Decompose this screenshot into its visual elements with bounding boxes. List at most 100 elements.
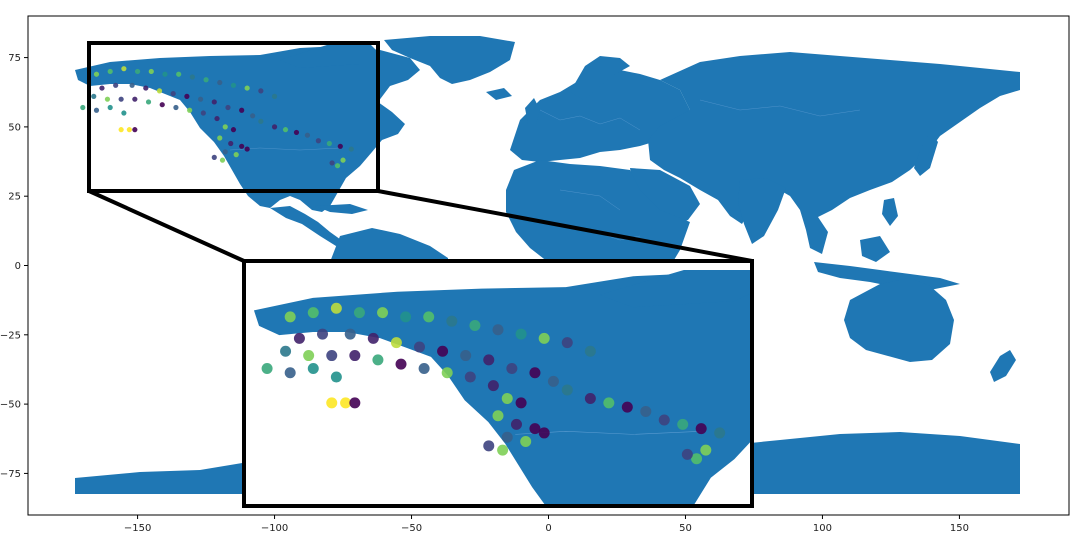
data-point	[230, 82, 237, 88]
data-point	[217, 79, 223, 86]
data-point	[271, 93, 278, 99]
x-tick-label: −100	[261, 523, 288, 534]
x-tick-label: 0	[545, 523, 551, 534]
inset-data-point	[681, 448, 693, 460]
data-point	[211, 154, 217, 160]
x-tick-label: 50	[679, 523, 692, 534]
data-point	[189, 74, 195, 80]
data-point	[129, 82, 135, 88]
europe	[510, 70, 690, 162]
data-point	[222, 124, 228, 130]
data-point	[230, 127, 237, 133]
data-point	[258, 118, 264, 124]
x-tick-label: 150	[950, 523, 969, 534]
data-point	[159, 102, 165, 108]
data-point	[113, 82, 119, 88]
inset-data-point	[326, 397, 338, 409]
inset-data-point	[460, 350, 472, 362]
arabian-peninsula	[630, 168, 700, 226]
data-point	[282, 127, 289, 133]
x-tick-label: −150	[124, 523, 151, 534]
inset-data-point	[561, 337, 573, 349]
data-point	[107, 104, 113, 111]
britain	[525, 98, 540, 124]
data-point	[126, 127, 132, 133]
inset-data-point	[330, 302, 342, 314]
inset-data-point	[529, 367, 541, 379]
inset-caribbean	[659, 518, 748, 534]
inset-data-point	[464, 371, 476, 383]
data-point	[162, 71, 168, 77]
inset-data-point	[547, 375, 559, 387]
data-point	[170, 91, 176, 97]
inset-data-point	[413, 341, 425, 353]
data-point	[132, 96, 138, 102]
data-point	[239, 143, 245, 149]
inset-data-point	[353, 307, 365, 319]
inset-data-point	[372, 354, 384, 366]
japan	[914, 132, 938, 176]
central-america	[270, 206, 344, 246]
inset-data-point	[603, 397, 615, 409]
inset-data-point	[700, 444, 712, 456]
zoom-source-box	[87, 41, 380, 193]
data-point	[145, 99, 152, 105]
y-axis: 75 50 25 0 −25 −50 −75	[0, 53, 28, 480]
inset-data-point	[330, 371, 342, 383]
inset-data-point	[695, 423, 707, 435]
inset-data-point	[538, 427, 550, 439]
inset-data-point	[317, 328, 329, 340]
inset-data-point	[446, 315, 458, 327]
inset-data-point	[303, 350, 315, 362]
zoom-inset	[242, 259, 754, 534]
data-point	[148, 68, 154, 75]
y-tick-label: −75	[0, 469, 21, 480]
north-america	[75, 46, 420, 212]
iceland	[486, 88, 512, 100]
inset-data-point	[469, 319, 481, 331]
inset-data-point	[307, 362, 319, 374]
data-point	[239, 107, 245, 113]
data-point	[244, 85, 250, 91]
data-point	[304, 132, 311, 138]
inset-land	[253, 270, 752, 534]
india	[738, 178, 786, 244]
inset-data-point	[658, 414, 670, 426]
data-point	[156, 88, 163, 94]
southeast-asia	[800, 210, 828, 254]
data-point	[326, 140, 332, 147]
inset-data-point	[377, 307, 389, 319]
inset-data-point	[395, 358, 407, 370]
zoom-connector-left	[88, 189, 245, 263]
inset-data-point	[307, 307, 319, 319]
data-point	[217, 135, 223, 141]
inset-data-point	[520, 436, 532, 448]
inset-data-point	[677, 418, 689, 430]
inset-north-america	[253, 273, 752, 506]
data-point	[211, 99, 217, 105]
data-point	[132, 127, 138, 133]
inset-data-point	[437, 345, 449, 357]
data-point	[143, 85, 149, 91]
inset-data-point	[284, 311, 296, 323]
inset-data-point	[340, 397, 352, 409]
inset-data-point	[515, 328, 527, 340]
data-point	[107, 68, 113, 75]
x-tick-label: 100	[813, 523, 832, 534]
data-point	[121, 66, 127, 72]
inset-data-point	[492, 410, 504, 422]
data-point	[315, 138, 321, 144]
data-point	[244, 146, 250, 152]
data-point	[121, 110, 127, 116]
data-point	[134, 68, 141, 75]
data-point	[219, 157, 226, 163]
y-tick-label: −50	[0, 400, 21, 411]
inset-data-point	[501, 431, 513, 443]
inset-data-point	[326, 350, 338, 362]
y-tick-label: −25	[0, 330, 21, 341]
inset-scatter	[261, 302, 726, 465]
x-axis: −150 −100 −50 0 50 100 150	[124, 515, 969, 534]
data-point	[118, 96, 124, 102]
inset-data-point	[261, 362, 273, 374]
data-point	[93, 107, 100, 113]
